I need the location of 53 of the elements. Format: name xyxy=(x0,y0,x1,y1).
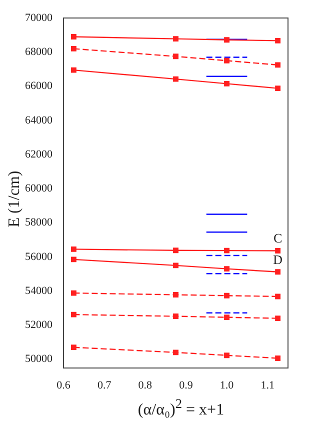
y-tick-label: 60000 xyxy=(25,182,53,195)
point xyxy=(224,292,230,298)
x-axis-title: (α/α₀)$^{2}$ = x+1 xyxy=(136,396,226,420)
point xyxy=(173,248,178,254)
point xyxy=(70,67,76,73)
x-tick-label: 0.9 xyxy=(179,379,194,392)
point xyxy=(224,314,230,320)
point xyxy=(173,350,178,356)
y-tick-label: 70000 xyxy=(25,12,53,24)
x-tick-label: 0.7 xyxy=(97,379,112,392)
point xyxy=(70,312,76,318)
x-tick-label: 0.6 xyxy=(56,379,71,392)
y-tick-label: 52000 xyxy=(25,319,53,332)
point xyxy=(173,262,178,268)
point xyxy=(70,290,76,296)
point xyxy=(173,36,178,42)
point xyxy=(224,80,230,86)
y-tick-label: 62000 xyxy=(25,148,53,160)
y-axis-title: E (1/cm) xyxy=(6,170,24,230)
point xyxy=(224,352,230,358)
point xyxy=(275,62,281,68)
y-tick-label: 56000 xyxy=(25,250,53,263)
annotation: D xyxy=(273,252,282,267)
point xyxy=(173,54,178,60)
point xyxy=(275,269,281,275)
x-tick-label: 1.0 xyxy=(220,379,234,392)
point xyxy=(275,38,281,44)
y-tick-label: 58000 xyxy=(25,216,53,229)
point xyxy=(275,86,281,92)
point xyxy=(70,246,76,252)
y-tick-label: 50000 xyxy=(25,353,53,366)
y-tick-label: 66000 xyxy=(25,80,53,92)
y-tick-label: 54000 xyxy=(25,284,53,297)
point xyxy=(173,314,178,319)
point xyxy=(224,37,230,43)
x-tick-label: 0.8 xyxy=(138,379,153,392)
y-tick-label: 68000 xyxy=(25,46,53,58)
x-tick-label: 1.1 xyxy=(260,379,274,392)
point xyxy=(275,356,281,361)
point xyxy=(70,256,76,262)
point xyxy=(70,344,76,350)
point xyxy=(275,316,281,322)
point xyxy=(275,248,281,254)
y-tick-label: 64000 xyxy=(25,114,53,126)
point xyxy=(224,248,230,254)
point xyxy=(275,294,281,300)
point xyxy=(70,34,76,40)
point xyxy=(173,76,178,82)
point xyxy=(224,58,230,64)
point xyxy=(70,46,76,52)
point xyxy=(173,292,178,298)
annotation: C xyxy=(273,230,282,246)
point xyxy=(224,266,230,272)
